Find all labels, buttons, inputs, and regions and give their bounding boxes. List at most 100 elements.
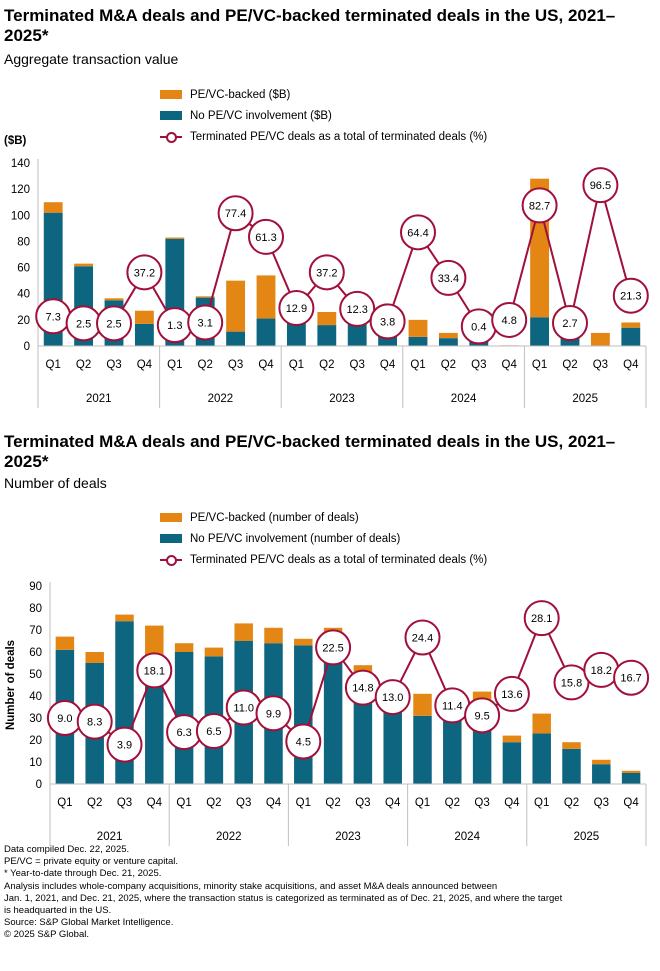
pct-marker xyxy=(187,304,224,341)
pct-data-label: 37.2 xyxy=(316,267,337,279)
x-tick-label: Q4 xyxy=(623,359,639,371)
pct-data-label: 13.0 xyxy=(382,692,403,704)
teal-swatch-icon xyxy=(160,111,182,120)
bar-pevc xyxy=(74,263,94,267)
pct-marker xyxy=(217,195,254,232)
pct-data-label: 3.8 xyxy=(380,316,395,328)
pct-marker xyxy=(493,675,530,712)
bar-pevc xyxy=(294,638,313,646)
y-tick-label: 120 xyxy=(11,184,30,196)
legend-item-pct: Terminated PE/VC deals as a total of ter… xyxy=(160,126,487,147)
x-tick-label: Q1 xyxy=(57,797,72,809)
y-tick-label: 0 xyxy=(36,779,42,791)
pct-marker xyxy=(582,167,619,204)
bar-pevc xyxy=(174,643,194,652)
chart2-title: Terminated M&A deals and PE/VC-backed te… xyxy=(4,432,616,471)
bar-pevc xyxy=(532,713,551,734)
x-tick-label: Q1 xyxy=(46,359,61,371)
x-tick-label: Q3 xyxy=(471,359,486,371)
legend-item-pevc: PE/VC-backed (number of deals) xyxy=(160,507,487,528)
line-marker-icon xyxy=(160,131,182,143)
teal-swatch-icon xyxy=(160,534,182,543)
x-tick-label: Q2 xyxy=(562,359,577,371)
pct-data-label: 6.3 xyxy=(176,727,191,739)
x-tick-label: Q1 xyxy=(296,797,311,809)
year-label: 2021 xyxy=(86,393,112,405)
x-tick-label: Q2 xyxy=(445,797,460,809)
x-tick-label: Q1 xyxy=(534,797,549,809)
pct-marker xyxy=(613,659,650,696)
pct-marker xyxy=(315,629,352,666)
pct-data-label: 0.4 xyxy=(471,321,486,333)
year-label: 2021 xyxy=(97,831,123,843)
pct-marker xyxy=(523,600,560,637)
bar-no-pevc xyxy=(621,327,641,346)
chart2-subtitle: Number of deals xyxy=(4,475,107,491)
bar-no-pevc xyxy=(621,773,641,784)
footnote: Source: S&P Global Market Intelligence. xyxy=(4,917,174,929)
bar-no-pevc xyxy=(353,682,373,784)
legend-label: No PE/VC involvement ($B) xyxy=(190,109,332,122)
y-tick-label: 80 xyxy=(29,603,42,615)
legend-label: PE/VC-backed (number of deals) xyxy=(190,511,359,524)
footnotes: Data compiled Dec. 22, 2025. PE/VC = pri… xyxy=(4,844,656,942)
year-label: 2022 xyxy=(216,831,242,843)
x-tick-label: Q3 xyxy=(594,797,609,809)
pct-data-label: 21.3 xyxy=(620,291,641,303)
x-tick-label: Q1 xyxy=(410,359,425,371)
bar-pevc xyxy=(472,691,492,701)
bar-no-pevc xyxy=(532,733,551,784)
x-tick-label: Q2 xyxy=(564,797,579,809)
bar-pevc xyxy=(43,202,63,213)
bar-pevc xyxy=(256,275,276,319)
x-tick-label: Q3 xyxy=(228,359,243,371)
y-tick-label: 60 xyxy=(17,263,30,275)
pct-data-label: 4.8 xyxy=(502,315,517,327)
pct-marker xyxy=(248,218,284,255)
pct-marker xyxy=(96,305,132,342)
bar-no-pevc xyxy=(226,331,246,346)
pct-marker xyxy=(612,277,649,314)
y-tick-label: 90 xyxy=(29,581,42,593)
legend-label: PE/VC-backed ($B) xyxy=(190,88,291,101)
pct-marker xyxy=(195,713,232,750)
pct-data-label: 82.7 xyxy=(529,200,550,212)
bar-pevc xyxy=(621,770,641,773)
pct-data-label: 9.5 xyxy=(474,710,489,722)
year-label: 2022 xyxy=(208,393,234,405)
x-tick-label: Q4 xyxy=(385,797,401,809)
bar-pevc xyxy=(562,742,581,749)
bar-no-pevc xyxy=(502,742,522,784)
y-tick-label: 40 xyxy=(29,691,42,703)
line-marker-icon xyxy=(160,554,182,566)
x-tick-label: Q4 xyxy=(504,797,520,809)
pct-data-label: 18.2 xyxy=(591,665,612,677)
x-tick-label: Q2 xyxy=(198,359,213,371)
chart2-legend: PE/VC-backed (number of deals) No PE/VC … xyxy=(160,507,487,570)
orange-swatch-icon xyxy=(160,90,182,99)
pct-data-label: 28.1 xyxy=(531,613,552,625)
pct-data-label: 2.7 xyxy=(562,318,577,330)
x-tick-label: Q4 xyxy=(137,359,153,371)
pct-marker xyxy=(278,290,315,327)
pct-data-label: 1.3 xyxy=(167,320,182,332)
bar-no-pevc xyxy=(408,336,428,346)
footnote: Analysis includes whole-company acquisit… xyxy=(4,880,498,892)
x-tick-label: Q3 xyxy=(117,797,132,809)
pct-data-label: 2.5 xyxy=(76,318,91,330)
x-tick-label: Q2 xyxy=(206,797,221,809)
year-label: 2024 xyxy=(451,393,477,405)
pct-marker xyxy=(285,723,322,760)
bar-pevc xyxy=(85,652,104,663)
legend-label: Terminated PE/VC deals as a total of ter… xyxy=(190,130,488,143)
pct-marker xyxy=(552,305,588,342)
x-tick-label: Q4 xyxy=(623,797,639,809)
bar-no-pevc xyxy=(592,764,611,784)
y-tick-label: 20 xyxy=(29,735,42,747)
bar-no-pevc xyxy=(347,321,367,346)
x-tick-label: Q3 xyxy=(236,797,251,809)
bar-no-pevc xyxy=(256,318,276,346)
pct-data-label: 9.0 xyxy=(57,713,72,725)
pct-data-label: 9.9 xyxy=(266,708,281,720)
pct-marker xyxy=(339,290,376,327)
